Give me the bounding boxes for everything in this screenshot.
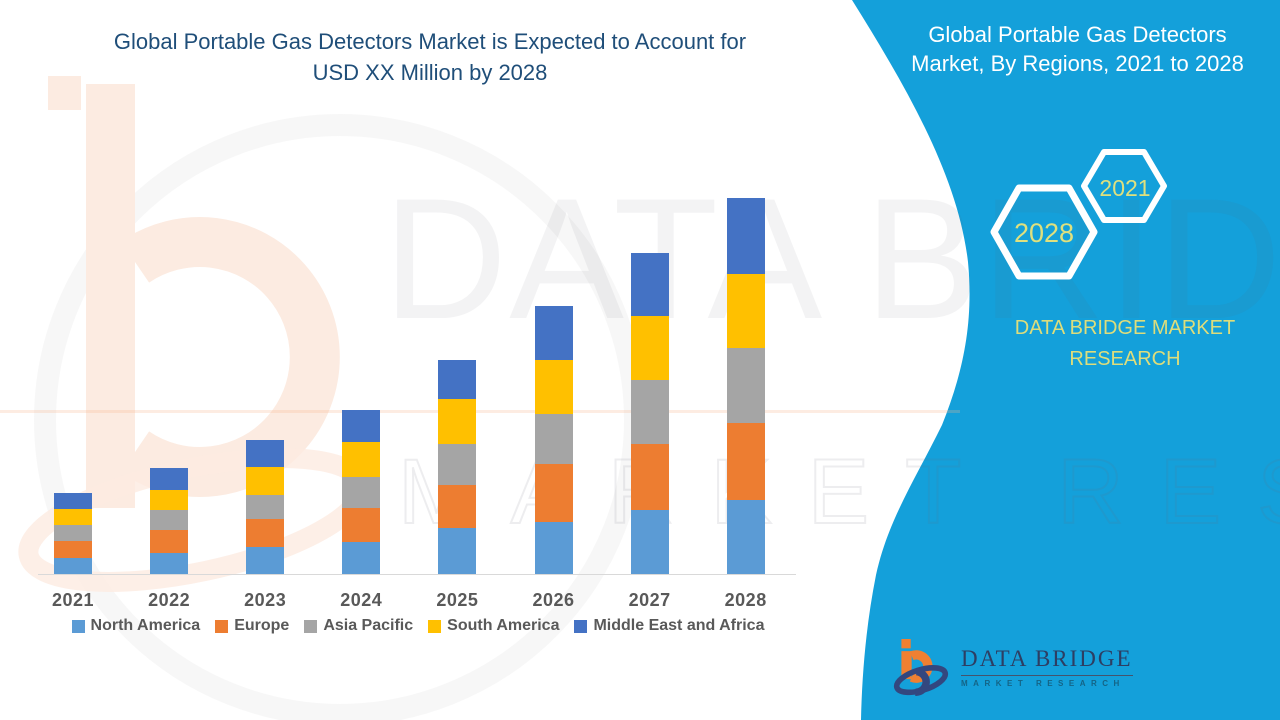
bar-segment-2027-asia-pacific — [630, 380, 669, 444]
x-axis-label-2028: 2028 — [724, 590, 767, 610]
bar-2026 — [534, 306, 573, 574]
hexagon-2028-label: 2028 — [1013, 218, 1075, 248]
bar-segment-2027-europe — [630, 444, 669, 510]
legend-swatch — [71, 619, 85, 633]
banner-brand-line2: RESEARCH — [1069, 348, 1181, 370]
bar-segment-2028-asia-pacific — [726, 348, 765, 423]
bar-segment-2022-north-america — [150, 553, 189, 574]
bar-segment-2022-asia-pacific — [150, 510, 189, 530]
bar-segment-2023-europe — [246, 519, 285, 547]
bar-segment-2023-south-america — [246, 467, 285, 495]
legend-item-asia-pacific: Asia Pacific — [304, 617, 413, 635]
x-axis-label-2022: 2022 — [148, 590, 191, 610]
x-axis-label-2021: 2021 — [51, 590, 95, 610]
bar-segment-2021-middle-east-and-africa — [54, 493, 92, 509]
banner-title: Global Portable Gas Detectors Market, By… — [880, 20, 1275, 78]
legend-label: Asia Pacific — [323, 617, 414, 634]
legend-item-middle-east-and-africa: Middle East and Africa — [574, 617, 764, 635]
hexagon-2028 — [990, 184, 1098, 280]
bar-segment-2023-north-america — [246, 547, 285, 574]
legend-swatch — [215, 619, 229, 633]
data-bridge-logo-icon — [893, 639, 949, 696]
logo-name: DATA BRIDGE — [961, 646, 1133, 676]
x-axis-label-2023: 2023 — [244, 590, 287, 610]
hexagon-2021-label: 2021 — [1099, 175, 1151, 201]
x-axis-label-2025: 2025 — [436, 590, 479, 610]
data-bridge-logo: DATA BRIDGE MARKET RESEARCH — [893, 638, 1133, 696]
bar-2028 — [726, 198, 765, 574]
bar-segment-2024-europe — [342, 508, 381, 542]
data-bridge-logo-text: DATA BRIDGE MARKET RESEARCH — [961, 638, 1133, 688]
bar-segment-2025-middle-east-and-africa — [438, 360, 477, 399]
page-title-line1: Global Portable Gas Detectors Market is … — [113, 29, 747, 54]
chart-legend: North America Europe Asia Pacific South Ame… — [38, 617, 798, 635]
bar-2027 — [630, 253, 669, 574]
legend-swatch — [574, 619, 588, 633]
legend-label: South America — [447, 617, 560, 634]
bar-segment-2026-asia-pacific — [534, 414, 573, 464]
legend-item-south-america: South America — [428, 617, 559, 635]
legend-swatch — [428, 619, 442, 633]
bar-segment-2028-south-america — [726, 274, 765, 348]
bar-segment-2021-north-america — [54, 558, 92, 574]
legend-label: Middle East and Africa — [593, 617, 765, 634]
bar-segment-2023-asia-pacific — [246, 495, 285, 519]
bar-segment-2025-south-america — [438, 399, 477, 444]
bar-segment-2028-middle-east-and-africa — [726, 198, 765, 274]
bar-segment-2022-middle-east-and-africa — [150, 468, 189, 490]
bar-segment-2024-middle-east-and-africa — [342, 410, 381, 442]
banner-brand-line1: DATA BRIDGE MARKET — [1014, 317, 1236, 339]
banner-title-line2: Market, By Regions, 2021 to 2028 — [911, 51, 1244, 76]
banner-background — [852, 0, 1280, 720]
page-title: Global Portable Gas Detectors Market is … — [60, 26, 800, 88]
bar-segment-2026-europe — [534, 464, 573, 522]
bar-segment-2024-south-america — [342, 442, 381, 477]
bar-segment-2024-asia-pacific — [342, 477, 381, 508]
bar-2023 — [246, 440, 285, 574]
bar-segment-2026-middle-east-and-africa — [534, 306, 573, 360]
x-axis-label-2024: 2024 — [340, 590, 383, 610]
legend-label: Europe — [234, 617, 290, 634]
legend-label: North America — [90, 617, 201, 634]
bar-segment-2027-middle-east-and-africa — [630, 253, 669, 316]
bar-2021 — [54, 493, 92, 574]
legend-item-north-america: North America — [71, 617, 201, 635]
bar-segment-2026-north-america — [534, 522, 573, 574]
legend-item-europe: Europe — [215, 617, 289, 635]
hexagon-badges — [990, 149, 1167, 280]
bar-segment-2021-south-america — [54, 509, 92, 525]
x-axis-line — [38, 574, 796, 575]
bar-segment-2022-south-america — [150, 490, 189, 510]
bar-segment-2022-europe — [150, 530, 189, 553]
bar-segment-2023-middle-east-and-africa — [246, 440, 285, 467]
bar-segment-2021-asia-pacific — [54, 525, 92, 541]
banner-title-line1: Global Portable Gas Detectors — [928, 22, 1227, 47]
bar-segment-2028-europe — [726, 423, 765, 500]
hexagon-2021 — [1081, 149, 1167, 223]
legend-swatch — [304, 619, 318, 633]
bar-segment-2027-south-america — [630, 316, 669, 380]
bar-2025 — [438, 360, 477, 574]
bar-segment-2021-europe — [54, 541, 92, 558]
bar-segment-2025-asia-pacific — [438, 444, 477, 485]
bar-segment-2025-europe — [438, 485, 477, 528]
bar-2024 — [342, 410, 381, 574]
banner-brand-text: DATA BRIDGE MARKET RESEARCH — [985, 313, 1265, 375]
bar-2022 — [150, 468, 189, 574]
bar-segment-2028-north-america — [726, 500, 765, 574]
logo-subtitle: MARKET RESEARCH — [961, 679, 1125, 688]
bar-segment-2026-south-america — [534, 360, 573, 414]
bar-segment-2027-north-america — [630, 510, 669, 574]
x-axis-label-2026: 2026 — [532, 590, 575, 610]
bar-segment-2025-north-america — [438, 528, 477, 574]
page-title-line2: USD XX Million by 2028 — [312, 60, 548, 85]
x-axis-label-2027: 2027 — [628, 590, 671, 610]
bar-segment-2024-north-america — [342, 542, 381, 574]
